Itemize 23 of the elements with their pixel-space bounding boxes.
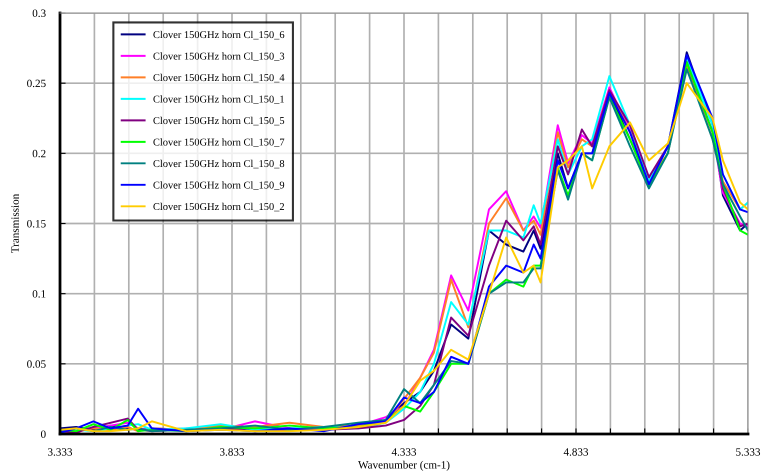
- y-tick-label: 0: [40, 430, 46, 438]
- y-axis-title: Transmission: [11, 194, 19, 254]
- y-tick-label: 0.1: [32, 290, 46, 298]
- y-tick-label: 0.2: [32, 150, 46, 158]
- legend-label: Clover 150GHz horn Cl_150_6: [153, 30, 284, 40]
- legend-label: Clover 150GHz horn Cl_150_7: [153, 138, 284, 147]
- y-tick-label: 0.15: [27, 220, 46, 228]
- x-tick-label: 3.333: [48, 448, 72, 456]
- legend-label: Clover 150GHz horn Cl_150_3: [153, 52, 284, 61]
- x-tick-label: 4.833: [564, 448, 588, 456]
- x-axis-title: Wavenumber (cm-1): [358, 460, 450, 471]
- legend-label: Clover 150GHz horn Cl_150_4: [153, 74, 284, 82]
- x-tick-label: 3.833: [220, 448, 244, 456]
- legend-label: Clover 150GHz horn Cl_150_5: [153, 116, 284, 126]
- y-tick-label: 0.25: [27, 80, 46, 88]
- y-tick-label: 0.3: [32, 9, 46, 18]
- legend-label: Clover 150GHz horn Cl_150_1: [153, 95, 284, 104]
- x-tick-label: 4.333: [392, 448, 416, 456]
- legend-label: Clover 150GHz horn Cl_150_8: [153, 160, 284, 168]
- y-tick-label: 0.05: [27, 360, 46, 368]
- legend-label: Clover 150GHz horn Cl_150_9: [153, 181, 284, 190]
- legend-label: Clover 150GHz horn Cl_150_2: [153, 202, 284, 212]
- x-tick-label: 5.333: [736, 448, 760, 456]
